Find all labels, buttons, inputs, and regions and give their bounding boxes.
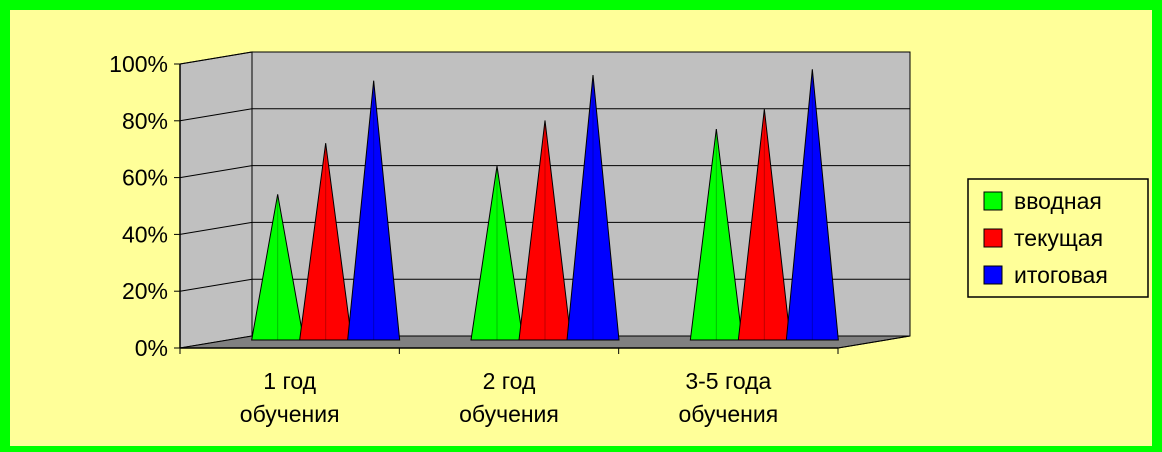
x-category-label: обучения (678, 401, 778, 427)
cone-итоговая (785, 69, 839, 341)
gridline-side (179, 108, 253, 122)
gridline-side (179, 165, 253, 179)
gridline-side (179, 221, 253, 235)
legend-label: вводная (1014, 188, 1102, 214)
cone-вводная (689, 128, 743, 341)
y-tick-label: 60% (122, 165, 168, 191)
cone-вводная (251, 194, 305, 341)
gridline-side (179, 51, 253, 65)
cone-текущая (737, 109, 791, 341)
x-category-label: 1 год (263, 368, 316, 394)
cone-текущая (518, 120, 572, 341)
x-category-label: обучения (459, 401, 559, 427)
legend-label: итоговая (1014, 262, 1108, 288)
y-tick-label: 80% (122, 108, 168, 134)
cone-итоговая (566, 74, 620, 341)
x-category-label: обучения (240, 401, 340, 427)
legend-swatch-текущая (983, 228, 1003, 248)
side-wall (179, 51, 253, 349)
legend-swatch-итоговая (983, 265, 1003, 285)
x-category-label: 3-5 года (685, 368, 771, 394)
legend-swatch-вводная (983, 191, 1003, 211)
cone-текущая (299, 143, 353, 341)
y-tick-label: 0% (135, 335, 168, 361)
x-category-label: 2 год (483, 368, 536, 394)
y-tick-label: 100% (109, 51, 168, 77)
y-tick-label: 20% (122, 278, 168, 304)
floor-edge (837, 335, 911, 349)
cone-итоговая (347, 80, 401, 341)
cone-вводная (470, 165, 524, 341)
gridline-side (179, 278, 253, 292)
legend-label: текущая (1014, 225, 1103, 251)
y-tick-label: 40% (122, 221, 168, 247)
